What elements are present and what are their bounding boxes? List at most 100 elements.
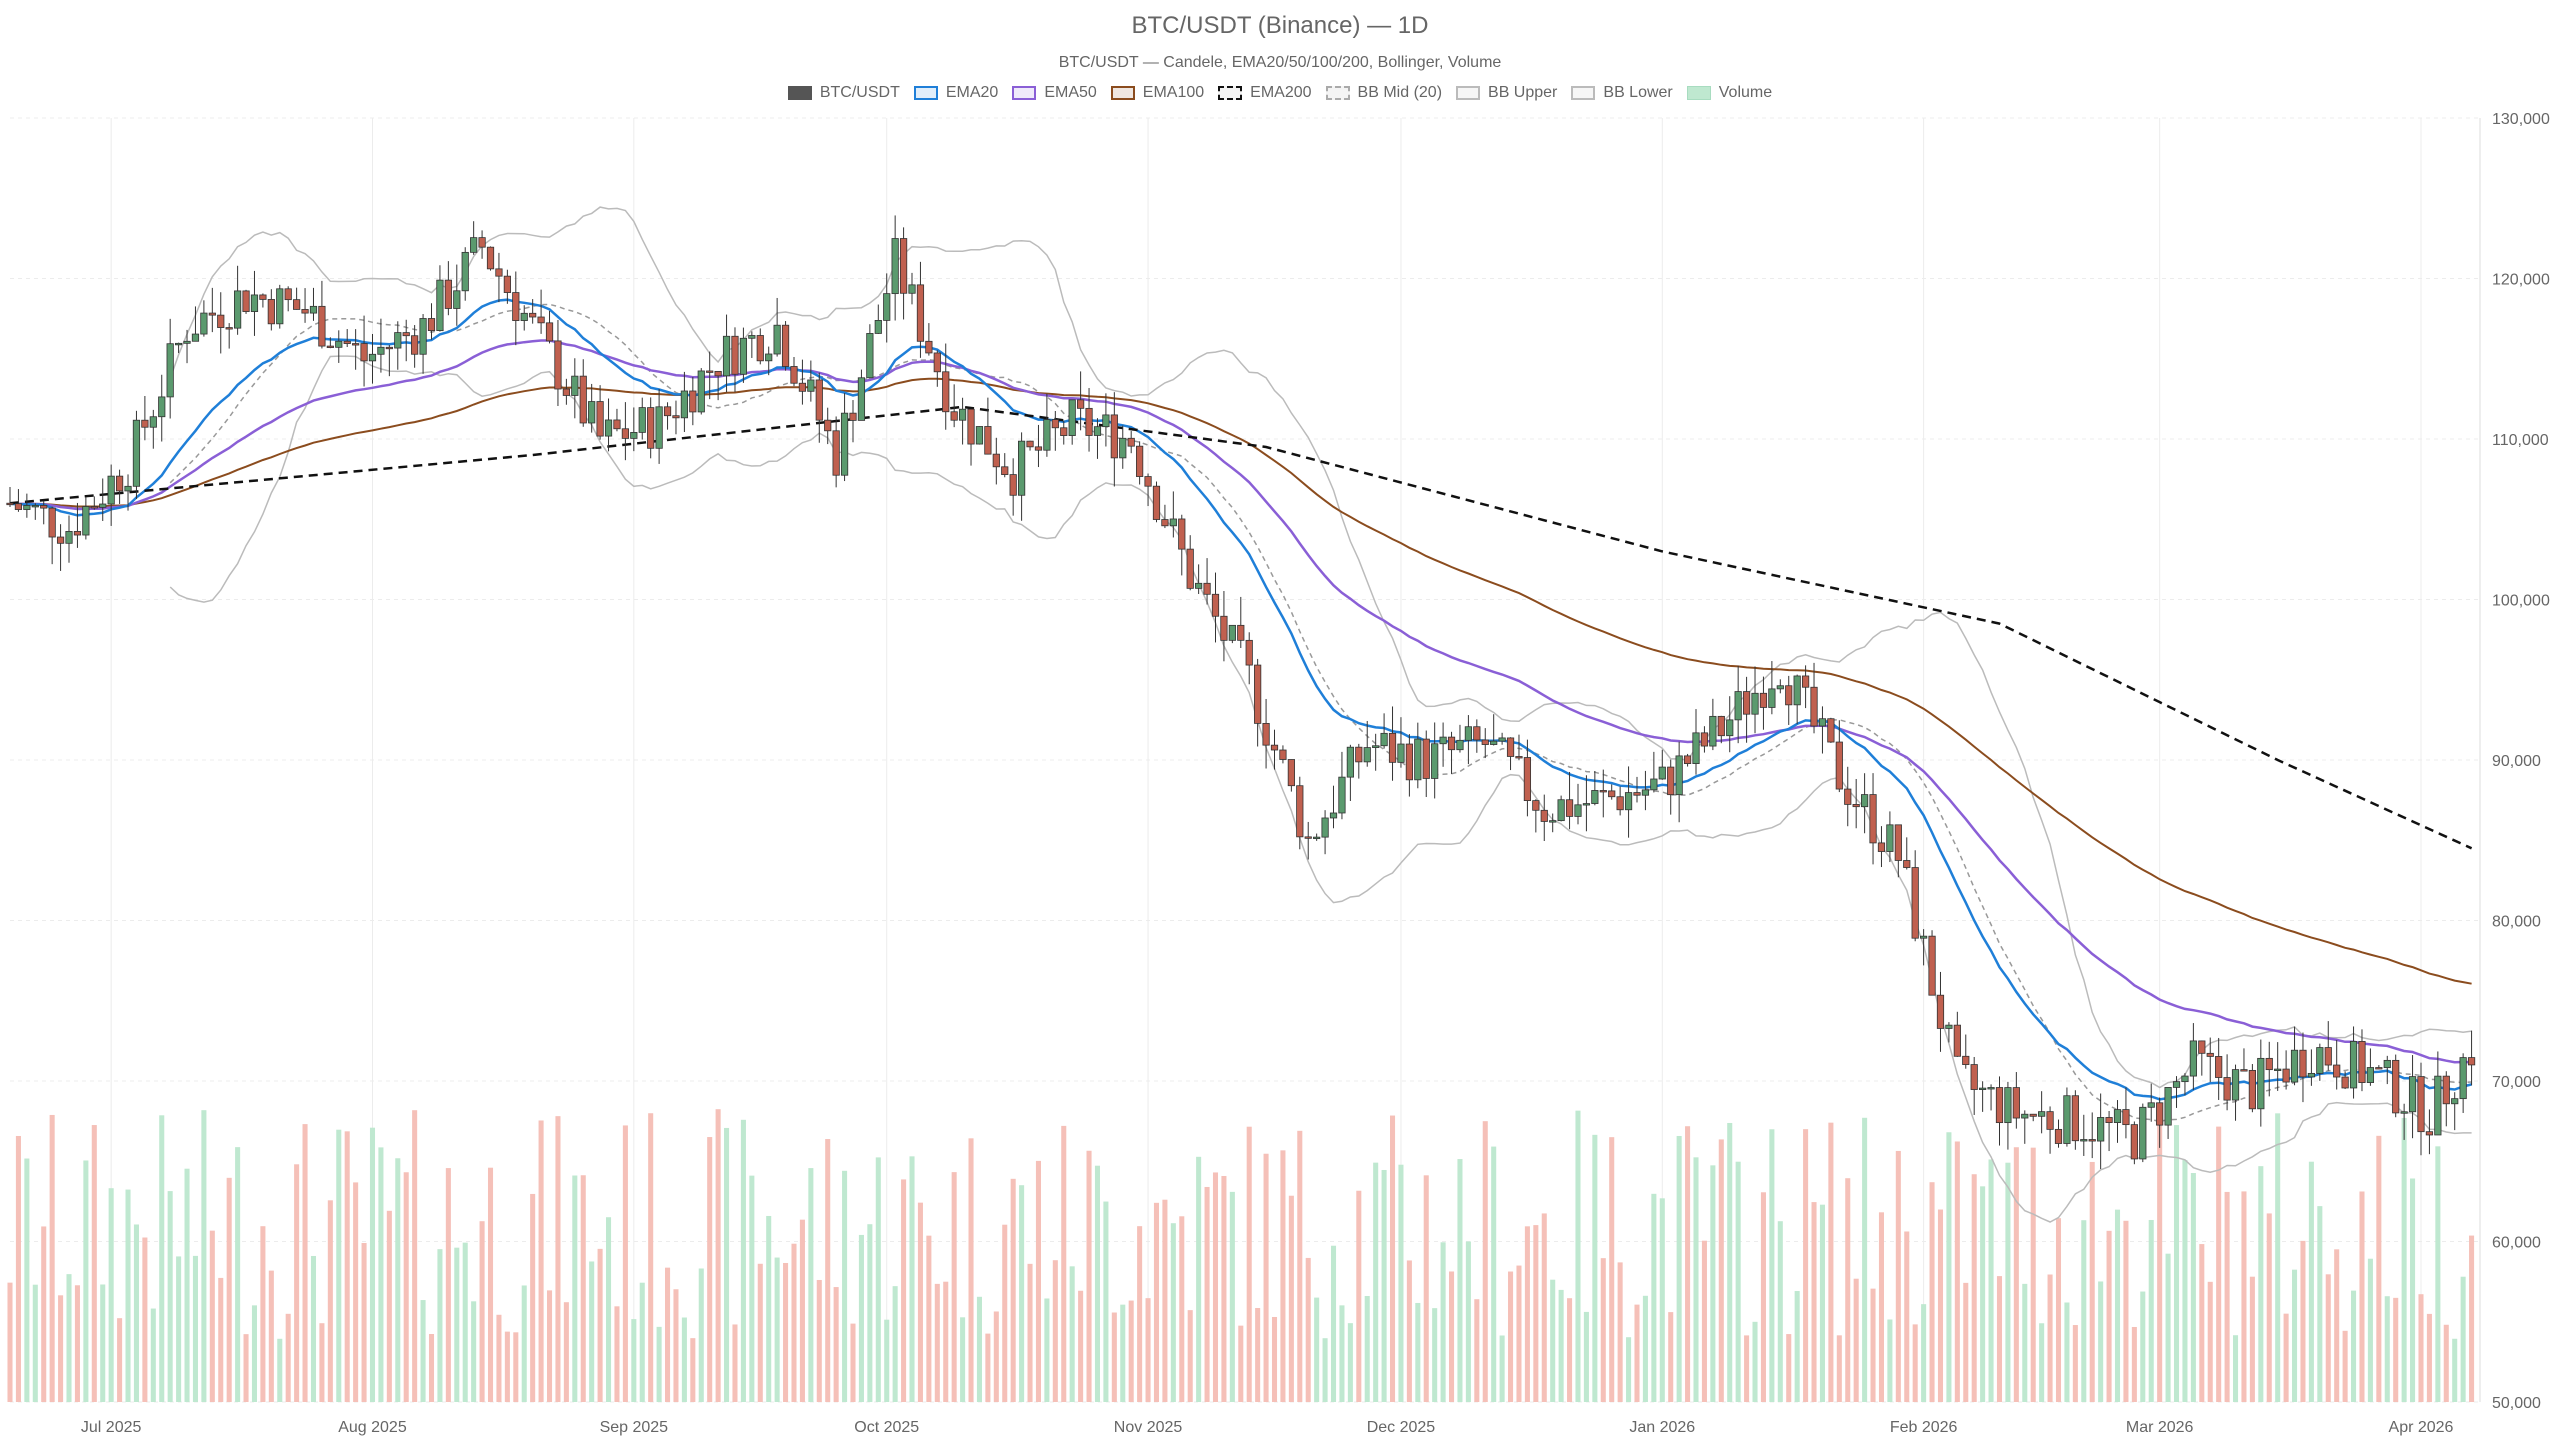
candle-body: [1759, 692, 1768, 708]
volume-bar: [1558, 1289, 1564, 1402]
volume-bar: [1069, 1266, 1075, 1402]
candle-body: [2358, 1041, 2366, 1083]
volume-bar: [1465, 1241, 1471, 1402]
candle-body: [840, 412, 849, 476]
volume-bar: [2317, 1206, 2323, 1402]
volume-bar: [437, 1249, 443, 1402]
volume-bar: [1482, 1121, 1488, 1402]
candle-body: [748, 335, 756, 339]
volume-bar: [243, 1334, 249, 1402]
volume-bar: [1836, 1335, 1842, 1402]
volume-bar: [740, 1119, 746, 1402]
volume-bar: [934, 1283, 940, 1402]
candle-body: [65, 531, 73, 544]
legend-item[interactable]: EMA100: [1110, 84, 1205, 102]
candle-body: [141, 419, 149, 428]
volume-bar: [108, 1188, 114, 1402]
candle-body: [1768, 688, 1776, 708]
ema20-line: [9, 298, 2472, 1101]
volume-bar: [1381, 1169, 1387, 1402]
candle-body: [200, 312, 208, 335]
volume-bar: [2039, 1323, 2045, 1402]
candle-body: [680, 390, 689, 419]
candle-body: [2307, 1072, 2316, 1078]
candle-body: [1043, 419, 1051, 451]
volume-bar: [858, 1234, 864, 1402]
volume-bar: [698, 1268, 704, 1402]
candle-body: [1178, 518, 1186, 550]
legend-swatch: [1218, 86, 1243, 100]
candle-body: [984, 426, 992, 455]
volume-bar: [1373, 1162, 1379, 1402]
candle-body: [478, 237, 486, 248]
bb-lower-line: [169, 355, 2472, 1223]
candle-body: [579, 375, 587, 424]
y-tick-label: 130,000: [2492, 111, 2550, 128]
volume-bar: [2376, 1135, 2382, 1402]
candle-body: [486, 246, 495, 270]
volume-bar: [361, 1242, 367, 1402]
volume-bar: [1415, 1302, 1421, 1402]
legend-label: EMA100: [1142, 84, 1205, 101]
volume-bar: [2292, 1269, 2298, 1402]
volume-bar: [1153, 1202, 1160, 1402]
volume-bar: [1735, 1161, 1741, 1402]
legend-item[interactable]: BB Mid (20): [1325, 84, 1442, 102]
volume-bar: [117, 1318, 123, 1402]
legend-swatch: [1325, 86, 1350, 100]
volume-bar: [1996, 1276, 2003, 1402]
volume-bar: [1474, 1299, 1480, 1402]
volume-bar: [83, 1160, 89, 1402]
volume-bar: [572, 1175, 578, 1402]
candle-body: [1304, 836, 1312, 839]
legend-item[interactable]: EMA20: [913, 84, 999, 102]
candle-body: [250, 294, 259, 312]
candle-body: [1464, 726, 1472, 741]
candle-body: [1928, 935, 1936, 996]
ema100-line: [9, 377, 2472, 985]
candle-body: [967, 408, 975, 445]
volume-bar: [1035, 1160, 1041, 1402]
volume-bar: [639, 1282, 645, 1402]
volume-bar: [1904, 1231, 1910, 1402]
volume-bar: [386, 1210, 392, 1402]
candle-body: [2240, 1069, 2248, 1072]
candle-body: [790, 366, 798, 384]
legend-item[interactable]: BB Lower: [1571, 84, 1673, 102]
candle-body: [1861, 794, 1869, 808]
volume-bar: [1617, 1262, 1623, 1402]
candle-body: [545, 322, 554, 342]
legend-item[interactable]: BTC/USDT: [787, 84, 900, 102]
volume-bar: [1457, 1159, 1463, 1402]
candle-body: [731, 335, 739, 375]
volume-bar: [7, 1282, 13, 1402]
candle-body: [638, 407, 646, 433]
volume-bar: [226, 1177, 232, 1402]
legend-item[interactable]: EMA200: [1218, 84, 1312, 102]
volume-bar: [1828, 1122, 1834, 1402]
candle-body: [2164, 1087, 2172, 1126]
volume-bar: [2342, 1330, 2348, 1402]
volume-bar: [690, 1338, 696, 1402]
volume-bar: [867, 1224, 873, 1402]
volume-bar: [2426, 1313, 2432, 1402]
volume-bar: [2401, 1117, 2407, 1402]
candle-body: [2434, 1075, 2442, 1136]
legend-label: EMA20: [945, 84, 999, 101]
legend-item[interactable]: EMA50: [1012, 84, 1097, 102]
candle-body: [1599, 790, 1607, 793]
volume-bar: [1187, 1310, 1193, 1402]
candle-body: [1776, 685, 1784, 690]
volume-bar: [2258, 1166, 2264, 1402]
legend-item[interactable]: Volume: [1686, 84, 1772, 102]
candle-body: [1650, 778, 1658, 791]
candle-body: [2316, 1047, 2324, 1074]
candle-body: [1380, 732, 1388, 747]
volume-bar: [1086, 1150, 1092, 1402]
volume-bar: [2266, 1213, 2272, 1402]
volume-bar: [1145, 1298, 1151, 1402]
legend-item[interactable]: BB Upper: [1456, 84, 1557, 102]
candle-body: [655, 406, 663, 449]
candle-body: [765, 353, 773, 362]
candle-body: [1481, 739, 1489, 745]
